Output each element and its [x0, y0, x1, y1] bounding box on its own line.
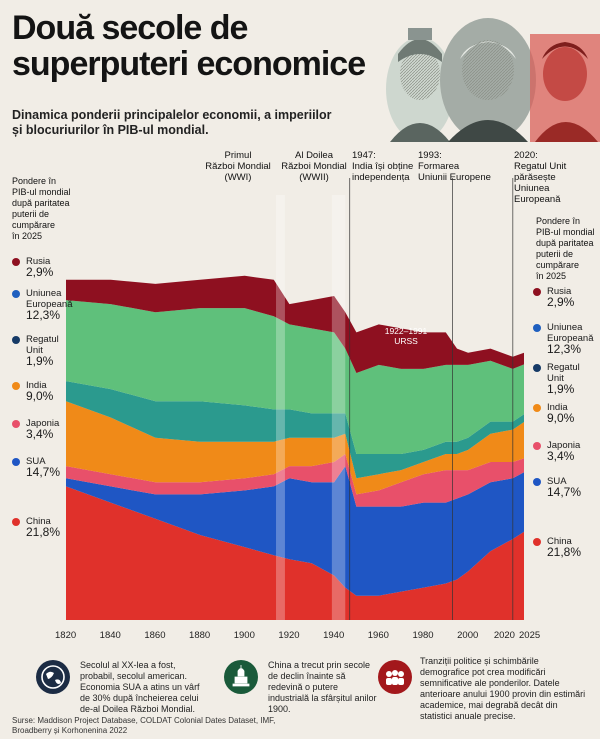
area-india [66, 401, 524, 495]
legend-dot [12, 458, 20, 466]
legend-dot [533, 404, 541, 412]
subtitle-line-2: și blocuriurilor în PIB-ul mondial. [12, 123, 209, 137]
ussr-label: 1922–1991 URSS [384, 326, 428, 346]
legend-value: 1,9% [547, 382, 575, 396]
page-title: Două secole de superputeri economice [12, 10, 402, 82]
globe-icon [36, 660, 70, 694]
x-tick-1960: 1960 [367, 630, 389, 641]
area-uniunea-europeană [66, 300, 524, 454]
franklin-portrait-icon [440, 18, 536, 142]
area-china [66, 486, 524, 620]
queen-portrait-icon [386, 28, 454, 142]
event-wwi: Primul Război Mondial (WWI) [205, 150, 271, 183]
wwi-band [276, 195, 285, 620]
title-line-2: superputeri economice [12, 45, 366, 83]
page-subtitle: Dinamica ponderii principalelor economii… [12, 108, 352, 138]
legend-dot [12, 336, 20, 344]
sources: Surse: Maddison Project Database, COLDAT… [12, 716, 276, 735]
legend-dot [12, 518, 20, 526]
x-tick-2000: 2000 [457, 630, 479, 641]
legend-label: Regatul Unit [547, 362, 580, 384]
footer-note-1: Secolul al XX-lea a fost, probabil, seco… [80, 660, 200, 714]
wwii-band [331, 195, 346, 620]
legend-value: 3,4% [26, 427, 54, 441]
legend-dot [12, 420, 20, 428]
temple-icon [224, 660, 258, 694]
legend-value: 2,9% [26, 265, 54, 279]
event-wwii: Al Doilea Război Mondial (WWII) [281, 150, 347, 183]
legend-value: 3,4% [547, 449, 575, 463]
legend-label: India [547, 402, 568, 413]
area-regatul-unit [66, 381, 524, 479]
legend-value: 12,3% [547, 342, 582, 356]
legend-dot [533, 288, 541, 296]
area-japonia [66, 454, 524, 507]
legend-label: SUA [26, 456, 46, 467]
right-axis-heading: Pondere în PIB-ul mondial după paritatea pu… [536, 216, 595, 281]
x-tick-1940: 1940 [323, 630, 345, 641]
legend-value: 2,9% [547, 295, 575, 309]
x-tick-2020: 2020 [493, 630, 515, 641]
legend-label: China [547, 536, 572, 547]
legend-value: 1,9% [26, 354, 54, 368]
x-tick-1840: 1840 [99, 630, 121, 641]
x-tick-1900: 1900 [233, 630, 255, 641]
legend-dot [533, 324, 541, 332]
legend-value: 9,0% [547, 411, 575, 425]
legend-dot [12, 258, 20, 266]
event-eu: 1993: Formarea Uniunii Europene [418, 150, 491, 183]
legend-label: Japonia [547, 440, 581, 451]
legend-label: Rusia [26, 256, 51, 267]
area-rusia [66, 275, 524, 373]
legend-value: 21,8% [547, 545, 582, 559]
legend-value: 14,7% [547, 485, 582, 499]
x-tick-1860: 1860 [144, 630, 166, 641]
area-sua [66, 466, 524, 596]
legend-dot [533, 478, 541, 486]
legend-label: India [26, 380, 47, 391]
legend-dot [12, 290, 20, 298]
legend-label: Rusia [547, 286, 572, 297]
legend-label: China [26, 516, 51, 527]
event-india: 1947: India își obține independența [352, 150, 414, 183]
footer-note-3: Tranziții politice și schimbările demogr… [420, 656, 586, 721]
legend-label: Uniunea Europeană [547, 322, 594, 344]
people-icon [378, 660, 412, 694]
legend-dot [533, 442, 541, 450]
legend-label: SUA [547, 476, 567, 487]
x-tick-2025: 2025 [519, 630, 541, 641]
x-tick-1980: 1980 [412, 630, 434, 641]
legend-value: 9,0% [26, 389, 54, 403]
legend-label: Japonia [26, 418, 60, 429]
legend-dot [12, 382, 20, 390]
legend-value: 14,7% [26, 465, 61, 479]
portraits-illustration [386, 18, 600, 142]
x-tick-1820: 1820 [55, 630, 77, 641]
title-line-1: Două secole de [12, 9, 248, 47]
legend-label: Uniunea Europeană [26, 288, 73, 310]
legend-value: 21,8% [26, 525, 61, 539]
legend-label: Regatul Unit [26, 334, 59, 356]
left-axis-heading: Pondere în PIB-ul mondial după paritatea pu… [12, 176, 71, 241]
footer-note-2: China a trecut prin secole de declin îna… [268, 660, 377, 714]
x-tick-1920: 1920 [278, 630, 300, 641]
legend-dot [533, 538, 541, 546]
legend-dot [533, 364, 541, 372]
x-tick-1880: 1880 [189, 630, 211, 641]
legend-value: 12,3% [26, 308, 61, 322]
subtitle-line-1: Dinamica ponderii principalelor economii… [12, 108, 332, 122]
mao-portrait-icon [530, 34, 600, 142]
event-brexit: 2020: Regatul Unit părăsește Uniunea Europea… [514, 150, 567, 205]
